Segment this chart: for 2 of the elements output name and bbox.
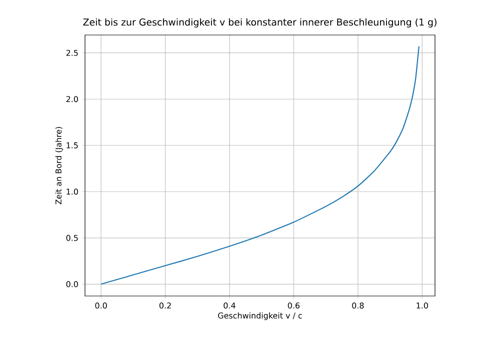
line-series — [100, 46, 420, 285]
chart-title: Zeit bis zur Geschwindigkeit v bei konstanter innerer Beschleunigung (1 g) — [83, 18, 436, 28]
